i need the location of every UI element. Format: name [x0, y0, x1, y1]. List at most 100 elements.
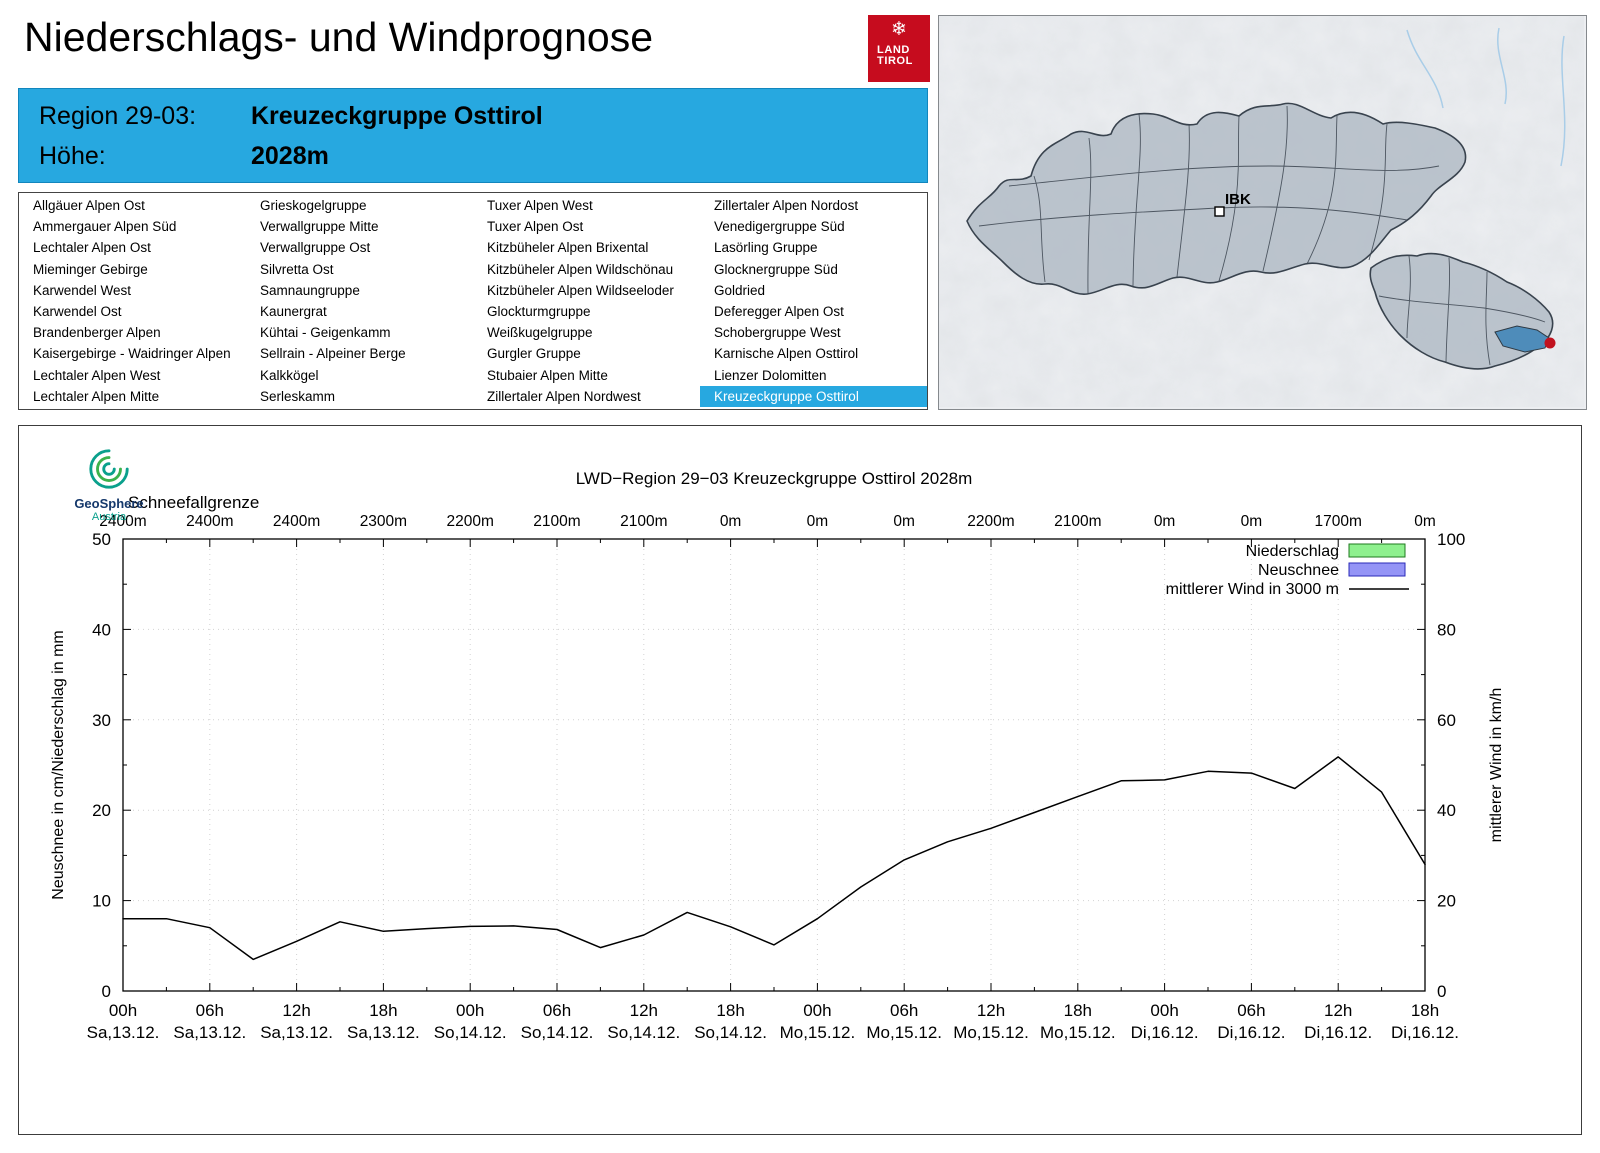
geosphere-name: GeoSphere — [74, 496, 144, 511]
x-tick-hour-label: 18h — [1064, 1001, 1092, 1020]
region-list-item[interactable]: Samnaungruppe — [260, 282, 360, 298]
region-info-box: Region 29-03: Kreuzeckgruppe Osttirol Hö… — [18, 88, 928, 183]
x-tick-hour-label: 00h — [109, 1001, 137, 1020]
region-list-item[interactable]: Lienzer Dolomitten — [714, 367, 827, 383]
altitude-label: Höhe: — [39, 141, 106, 170]
x-tick-date-label: So,14.12. — [521, 1023, 594, 1042]
geosphere-spiral-icon — [89, 449, 129, 489]
legend-swatch-box — [1348, 562, 1406, 577]
river-lines — [1406, 27, 1566, 167]
region-list-item[interactable]: Verwallgruppe Mitte — [260, 219, 379, 235]
region-row: Region 29-03: Kreuzeckgruppe Osttirol — [19, 96, 927, 136]
region-list-item[interactable]: Zillertaler Alpen Nordwest — [487, 388, 641, 404]
region-list-item[interactable]: Kitzbüheler Alpen Wildseeloder — [487, 282, 674, 298]
snowline-value: 2400m — [186, 513, 233, 530]
snowline-value: 2100m — [620, 513, 667, 530]
region-list-item[interactable]: Weißkugelgruppe — [487, 325, 593, 341]
y-tick-label-left: 20 — [92, 801, 111, 820]
region-list-item[interactable]: Grieskogelgruppe — [260, 198, 367, 214]
region-list-item[interactable]: Allgäuer Alpen Ost — [33, 198, 145, 214]
region-list-item[interactable]: Goldried — [714, 282, 766, 298]
x-tick-date-label: Sa,13.12. — [347, 1023, 420, 1042]
region-label: Region 29-03: — [39, 101, 197, 130]
y-tick-label-left: 50 — [92, 530, 111, 549]
y-tick-label-left: 10 — [92, 892, 111, 911]
map-region-north-tirol — [966, 102, 1467, 295]
region-list-item[interactable]: Verwallgruppe Ost — [260, 240, 371, 256]
region-list-item[interactable]: Glockturmgruppe — [487, 304, 591, 320]
region-list-item[interactable]: Stubaier Alpen Mitte — [487, 367, 608, 383]
region-list-item[interactable]: Sellrain - Alpeiner Berge — [260, 346, 406, 362]
page-title: Niederschlags- und Windprognose — [24, 14, 654, 60]
map-panel: IBK — [938, 15, 1587, 410]
x-tick-hour-label: 18h — [716, 1001, 744, 1020]
region-list-item[interactable]: Mieminger Gebirge — [33, 261, 148, 277]
x-tick-date-label: Di,16.12. — [1131, 1023, 1199, 1042]
region-list-item[interactable]: Deferegger Alpen Ost — [714, 304, 844, 320]
x-tick-hour-label: 00h — [803, 1001, 831, 1020]
snowline-value: 2200m — [446, 513, 493, 530]
region-list-item[interactable]: Lechtaler Alpen Mitte — [33, 388, 160, 404]
chart-title: LWD−Region 29−03 Kreuzeckgruppe Osttirol… — [576, 469, 973, 488]
x-tick-hour-label: 00h — [1150, 1001, 1178, 1020]
region-list-item[interactable]: Tuxer Alpen Ost — [487, 219, 584, 235]
region-list-item[interactable]: Ammergauer Alpen Süd — [33, 219, 177, 235]
region-list-item[interactable]: Karwendel Ost — [33, 304, 122, 320]
region-list-item[interactable]: Silvretta Ost — [260, 261, 334, 277]
x-tick-date-label: Sa,13.12. — [173, 1023, 246, 1042]
region-list-item[interactable]: Kitzbüheler Alpen Wildschönau — [487, 261, 674, 277]
region-value: Kreuzeckgruppe Osttirol — [251, 101, 543, 130]
wind-line — [122, 756, 1426, 961]
x-tick-date-label: So,14.12. — [607, 1023, 680, 1042]
legend-label: mittlerer Wind in 3000 m — [1166, 581, 1339, 598]
x-tick-hour-label: 06h — [543, 1001, 571, 1020]
x-tick-hour-label: 06h — [196, 1001, 224, 1020]
region-list-item[interactable]: Karnische Alpen Osttirol — [714, 346, 859, 362]
legend-label: Neuschnee — [1258, 562, 1339, 579]
y-axis-label-right: mittlerer Wind in km/h — [1488, 688, 1505, 843]
y-tick-label-left: 40 — [92, 620, 111, 639]
snowline-label: Schneefallgrenze — [128, 493, 259, 512]
geosphere-logo: GeoSphere Austria — [53, 446, 165, 523]
region-list-item[interactable]: Lechtaler Alpen West — [33, 367, 161, 383]
x-tick-date-label: Mo,15.12. — [953, 1023, 1029, 1042]
region-list-item[interactable]: Kreuzeckgruppe Osttirol — [700, 385, 927, 407]
x-tick-date-label: Di,16.12. — [1391, 1023, 1459, 1042]
x-tick-hour-label: 00h — [456, 1001, 484, 1020]
y-tick-label-right: 20 — [1437, 892, 1456, 911]
snowline-value: 2400m — [273, 513, 320, 530]
region-list-item[interactable]: Gurgler Gruppe — [487, 346, 581, 362]
region-list-item[interactable]: Lasörling Gruppe — [714, 240, 818, 256]
y-tick-label-right: 60 — [1437, 711, 1456, 730]
region-list-item[interactable]: Schobergruppe West — [714, 325, 841, 341]
region-list-item[interactable]: Glocknergruppe Süd — [714, 261, 838, 277]
ibk-marker-icon — [1214, 206, 1225, 217]
x-tick-hour-label: 18h — [369, 1001, 397, 1020]
region-list-item[interactable]: Zillertaler Alpen Nordost — [714, 198, 859, 214]
x-tick-hour-label: 06h — [890, 1001, 918, 1020]
region-list-item[interactable]: Kitzbüheler Alpen Brixental — [487, 240, 649, 256]
region-list-item[interactable]: Venedigergruppe Süd — [714, 219, 845, 235]
altitude-value: 2028m — [251, 141, 329, 170]
region-list-item[interactable]: Kaunergrat — [260, 304, 327, 320]
snowline-value: 2300m — [360, 513, 407, 530]
x-tick-date-label: Sa,13.12. — [260, 1023, 333, 1042]
x-tick-date-label: Mo,15.12. — [866, 1023, 942, 1042]
x-tick-hour-label: 12h — [282, 1001, 310, 1020]
y-tick-label-right: 0 — [1437, 982, 1446, 1001]
plot-border — [122, 538, 1426, 992]
y-tick-label-right: 100 — [1437, 530, 1465, 549]
x-tick-date-label: Mo,15.12. — [1040, 1023, 1116, 1042]
region-list-item[interactable]: Brandenberger Alpen — [33, 325, 161, 341]
region-list-item[interactable]: Lechtaler Alpen Ost — [33, 240, 151, 256]
region-list-item[interactable]: Kalkkögel — [260, 367, 319, 383]
region-list-item[interactable]: Serleskamm — [260, 388, 336, 404]
snowline-value: 2100m — [533, 513, 580, 530]
region-list-item[interactable]: Kühtai - Geigenkamm — [260, 325, 391, 341]
region-list-item[interactable]: Kaisergebirge - Waidringer Alpen — [33, 346, 231, 362]
land-tirol-logo: ❄ LAND TIROL — [868, 15, 930, 82]
region-list-item[interactable]: Tuxer Alpen West — [487, 198, 593, 214]
region-list-item[interactable]: Karwendel West — [33, 282, 132, 298]
geosphere-country: Austria — [91, 511, 127, 523]
ibk-label: IBK — [1225, 191, 1251, 208]
